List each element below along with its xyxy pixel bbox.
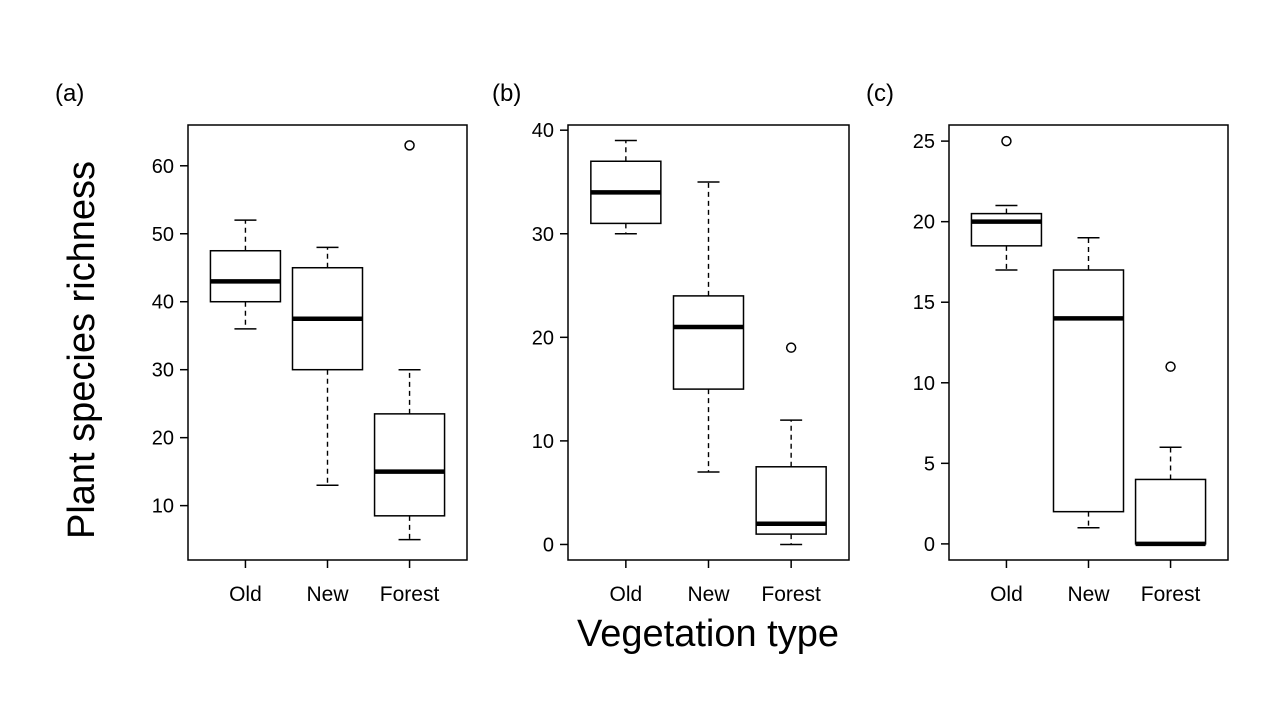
- box-new: [672, 181, 745, 473]
- y-tick-label: 40: [152, 292, 174, 314]
- category-label: Old: [990, 583, 1023, 606]
- y-tick-label: 5: [924, 453, 935, 475]
- category-label: Forest: [761, 583, 821, 606]
- box-forest: [1134, 361, 1207, 547]
- category-label: Forest: [1141, 583, 1201, 606]
- category-label: New: [306, 583, 349, 606]
- y-tick-label: 30: [152, 360, 174, 382]
- iqr-box: [209, 249, 282, 303]
- x-axis-title: Vegetation type: [577, 613, 839, 655]
- iqr-box: [1052, 269, 1125, 513]
- y-tick-label: 15: [913, 292, 935, 314]
- panel-label: (b): [492, 80, 521, 107]
- y-tick-label: 20: [152, 428, 174, 450]
- box-new: [1052, 237, 1125, 529]
- outlier-point: [1165, 361, 1176, 372]
- box-old: [590, 139, 662, 235]
- y-tick-label: 60: [152, 156, 174, 178]
- panel-b: (b) 0 10 20 30 40 Old New Forest: [492, 80, 850, 606]
- outlier-point: [404, 140, 415, 151]
- panel-c: (c) 0 5 10 15 20 25 Old New Forest: [866, 80, 1229, 606]
- iqr-box: [1134, 478, 1207, 545]
- iqr-box: [373, 413, 446, 517]
- y-tick-label: 10: [152, 496, 174, 518]
- panel-a: (a) 10 20 30 40 50 60 Old New Forest: [55, 80, 468, 606]
- y-tick-label: 0: [924, 534, 935, 556]
- y-axis-title: Plant species richness: [61, 161, 103, 539]
- category-label: Forest: [380, 583, 440, 606]
- iqr-box: [672, 295, 745, 390]
- y-tick-label: 20: [913, 212, 935, 234]
- y-tick-label: 30: [532, 224, 554, 246]
- category-label: Old: [229, 583, 262, 606]
- box-forest: [755, 342, 827, 546]
- category-label: Old: [610, 583, 643, 606]
- y-tick-label: 50: [152, 224, 174, 246]
- y-tick-label: 10: [913, 373, 935, 395]
- box-new: [291, 246, 364, 486]
- y-tick-label: 10: [532, 431, 554, 453]
- y-tick-label: 0: [543, 534, 554, 556]
- y-tick-label: 25: [913, 131, 935, 153]
- outlier-point: [1001, 135, 1012, 147]
- iqr-box: [970, 212, 1043, 247]
- panel-label: (c): [866, 80, 894, 107]
- box-old: [209, 219, 282, 330]
- outlier-point: [785, 342, 797, 353]
- category-label: New: [1067, 583, 1110, 606]
- box-old: [970, 135, 1043, 271]
- y-tick-label: 20: [532, 327, 554, 349]
- box-forest: [373, 140, 446, 541]
- y-tick-label: 40: [532, 120, 554, 142]
- category-label: New: [687, 583, 730, 606]
- panel-label: (a): [55, 80, 84, 107]
